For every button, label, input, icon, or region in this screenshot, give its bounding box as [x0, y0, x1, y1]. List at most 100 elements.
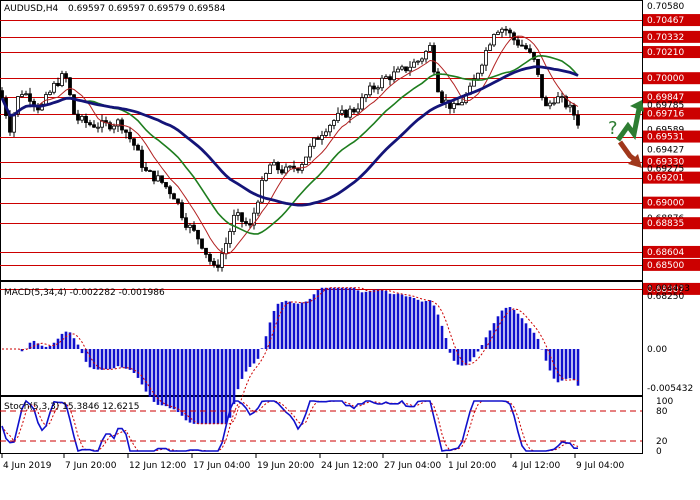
candle-body: [252, 212, 256, 226]
price-label: 0.68835: [647, 219, 684, 229]
macd-bar: [560, 349, 564, 381]
candle-body: [0, 90, 4, 99]
candle-body: [228, 231, 232, 244]
candle-body: [288, 165, 292, 168]
macd-bar: [448, 349, 452, 353]
candle-body: [16, 96, 20, 115]
macd-bar: [308, 298, 312, 349]
macd-bar: [344, 287, 348, 349]
candle-body: [356, 108, 360, 113]
macd-bar: [220, 349, 224, 424]
price-label: 0.69427: [647, 146, 684, 156]
macd-bar: [200, 349, 204, 424]
candle-body: [188, 224, 192, 228]
price-label-box: [643, 91, 700, 104]
macd-bar: [444, 338, 448, 349]
candle-body: [332, 120, 336, 126]
time-label: 7 Jun 20:00: [65, 461, 117, 471]
macd-bar: [520, 318, 524, 349]
candle-body: [496, 31, 500, 35]
candle-body: [312, 137, 316, 147]
candle-body: [336, 112, 340, 121]
price-label: 0.70580: [647, 2, 684, 12]
macd-bar: [544, 349, 548, 361]
macd-bar: [288, 301, 292, 349]
macd-bar: [116, 349, 120, 367]
candle-body: [240, 212, 244, 222]
time-label: 1 Jul 20:00: [448, 461, 497, 471]
macd-bar: [572, 349, 576, 381]
macd-bar: [328, 287, 332, 349]
macd-bar: [516, 313, 520, 349]
price-label: 0.69201: [647, 174, 684, 184]
macd-bar: [208, 349, 212, 424]
macd-bar: [228, 349, 232, 418]
candle-body: [548, 102, 552, 107]
candle-body: [236, 212, 240, 216]
macd-bar: [172, 349, 176, 410]
price-label-box: [643, 107, 700, 120]
candle-body: [128, 131, 132, 140]
candle-body: [340, 109, 344, 114]
candle-body: [564, 96, 568, 108]
candle-body: [380, 77, 384, 89]
macd-bar: [400, 294, 404, 349]
candle-body: [132, 138, 136, 146]
candle-body: [96, 126, 100, 129]
stoch-scale-label: 80: [656, 407, 668, 417]
candle-body: [568, 104, 572, 108]
candle-body: [524, 45, 528, 50]
macd-bar: [68, 332, 72, 349]
macd-bar: [436, 314, 440, 349]
time-label: 9 Jul 04:00: [576, 461, 625, 471]
candle-body: [420, 58, 424, 62]
macd-bar: [236, 349, 240, 390]
candle-body: [472, 78, 476, 87]
macd-scale-label: -0.005432: [647, 384, 693, 394]
candle-body: [504, 28, 508, 31]
time-axis: 4 Jun 2019 7 Jun 20:00 12 Jun 12:00 17 Jun …: [1, 454, 625, 471]
macd-bar: [196, 349, 200, 424]
candle-body: [12, 113, 16, 133]
macd-bar: [456, 349, 460, 365]
macd-bar: [412, 297, 416, 349]
macd-bar: [136, 349, 140, 378]
macd-bar: [64, 331, 68, 349]
candle-body: [28, 93, 32, 102]
candle-body: [372, 85, 376, 90]
candle-body: [308, 145, 312, 158]
macd-bar: [156, 349, 160, 405]
candle-body: [264, 173, 268, 181]
price-label: 0.69785: [647, 101, 684, 111]
macd-bar: [28, 342, 32, 349]
macd-frame: [0, 281, 643, 396]
macd-bar: [356, 290, 360, 349]
stoch-frame: [0, 396, 643, 454]
candle-body: [68, 77, 72, 96]
macd-bar: [292, 303, 296, 349]
macd-bar: [256, 349, 260, 359]
candle-body: [544, 97, 548, 107]
macd-bar: [80, 349, 84, 354]
macd-bar: [372, 289, 376, 349]
macd-bar: [480, 345, 484, 349]
macd-bar: [476, 349, 480, 352]
macd-bar: [240, 349, 244, 379]
candle-body: [500, 28, 504, 33]
price-label: 0.69716: [647, 110, 684, 120]
macd-bar: [168, 349, 172, 409]
question-mark: ?: [608, 118, 618, 139]
candle-body: [556, 96, 560, 104]
arrow-down-right-icon: [617, 140, 642, 168]
panel-frames: [0, 0, 643, 454]
candle-body: [148, 170, 152, 172]
ohlc-values: 0.69597 0.69597 0.69579 0.69584: [68, 4, 226, 14]
price-axis: 0.70580 0.70467 0.70332 0.70210 0.70000 0.698…: [0, 2, 700, 457]
macd-bar: [376, 289, 380, 349]
macd-bar: [76, 344, 80, 349]
price-label-box: [643, 72, 700, 85]
macd-bar: [428, 300, 432, 349]
macd-bar: [88, 349, 92, 368]
price-label: 0.69531: [647, 133, 684, 143]
